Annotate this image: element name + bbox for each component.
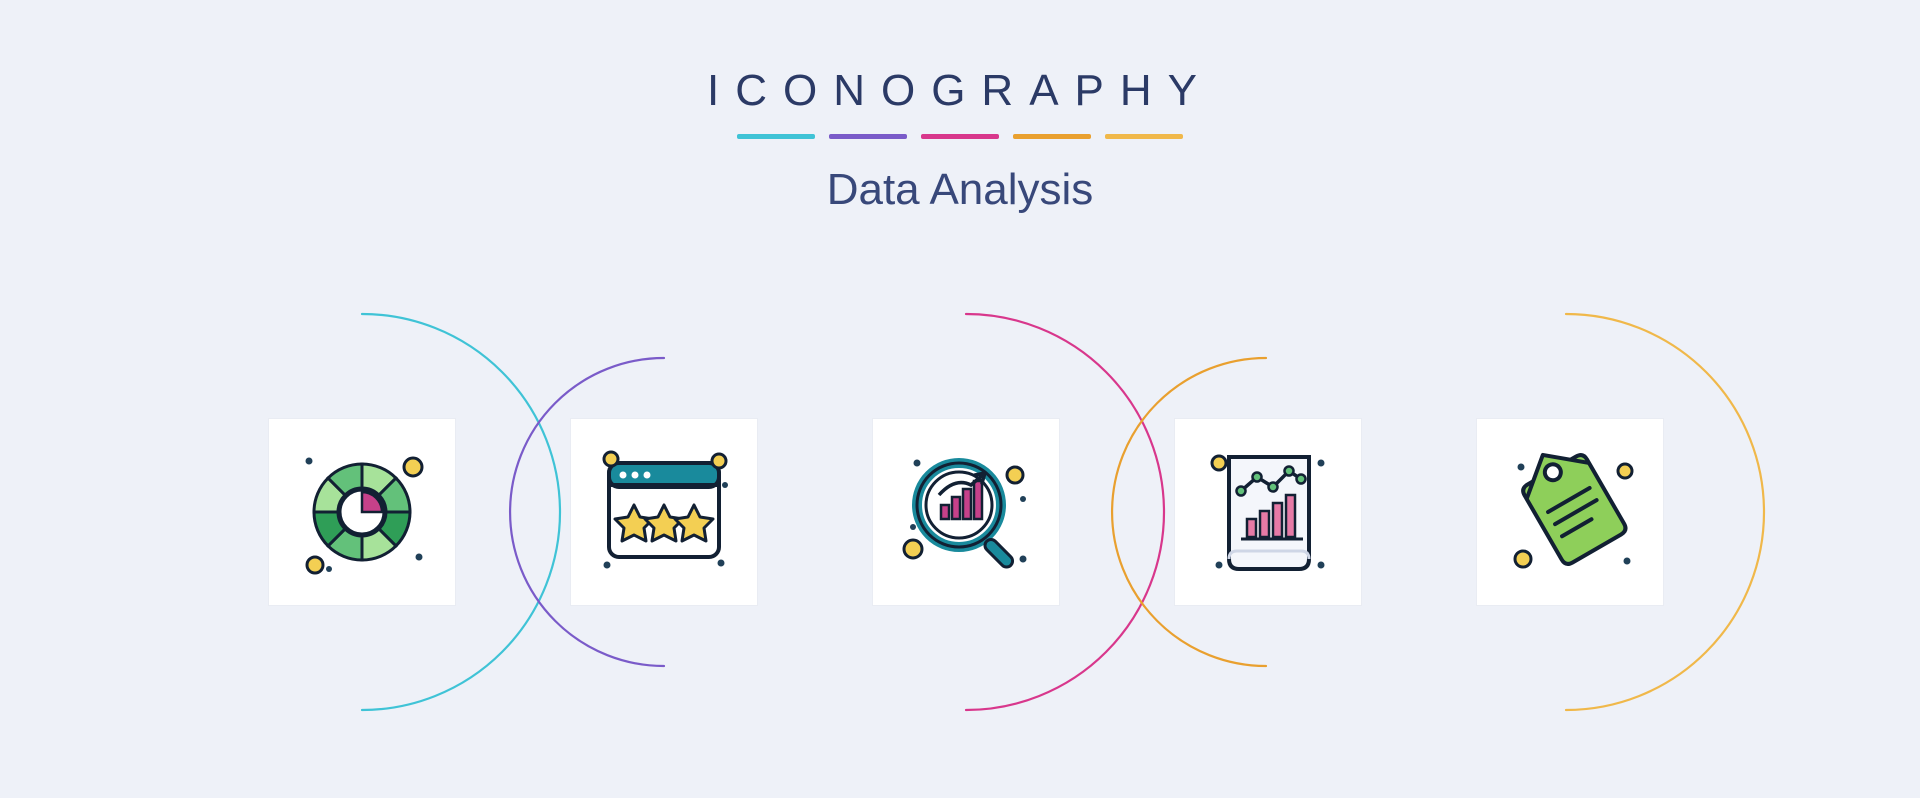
- report-document-icon: [1175, 419, 1361, 605]
- search-analytics-icon: [873, 419, 1059, 605]
- price-tag-icon: [1477, 419, 1663, 605]
- stage: ICONOGRAPHY Data Analysis: [0, 0, 1920, 798]
- donut-chart-icon: [269, 419, 455, 605]
- browser-rating-icon: [571, 419, 757, 605]
- icon-tiles: [0, 0, 1920, 798]
